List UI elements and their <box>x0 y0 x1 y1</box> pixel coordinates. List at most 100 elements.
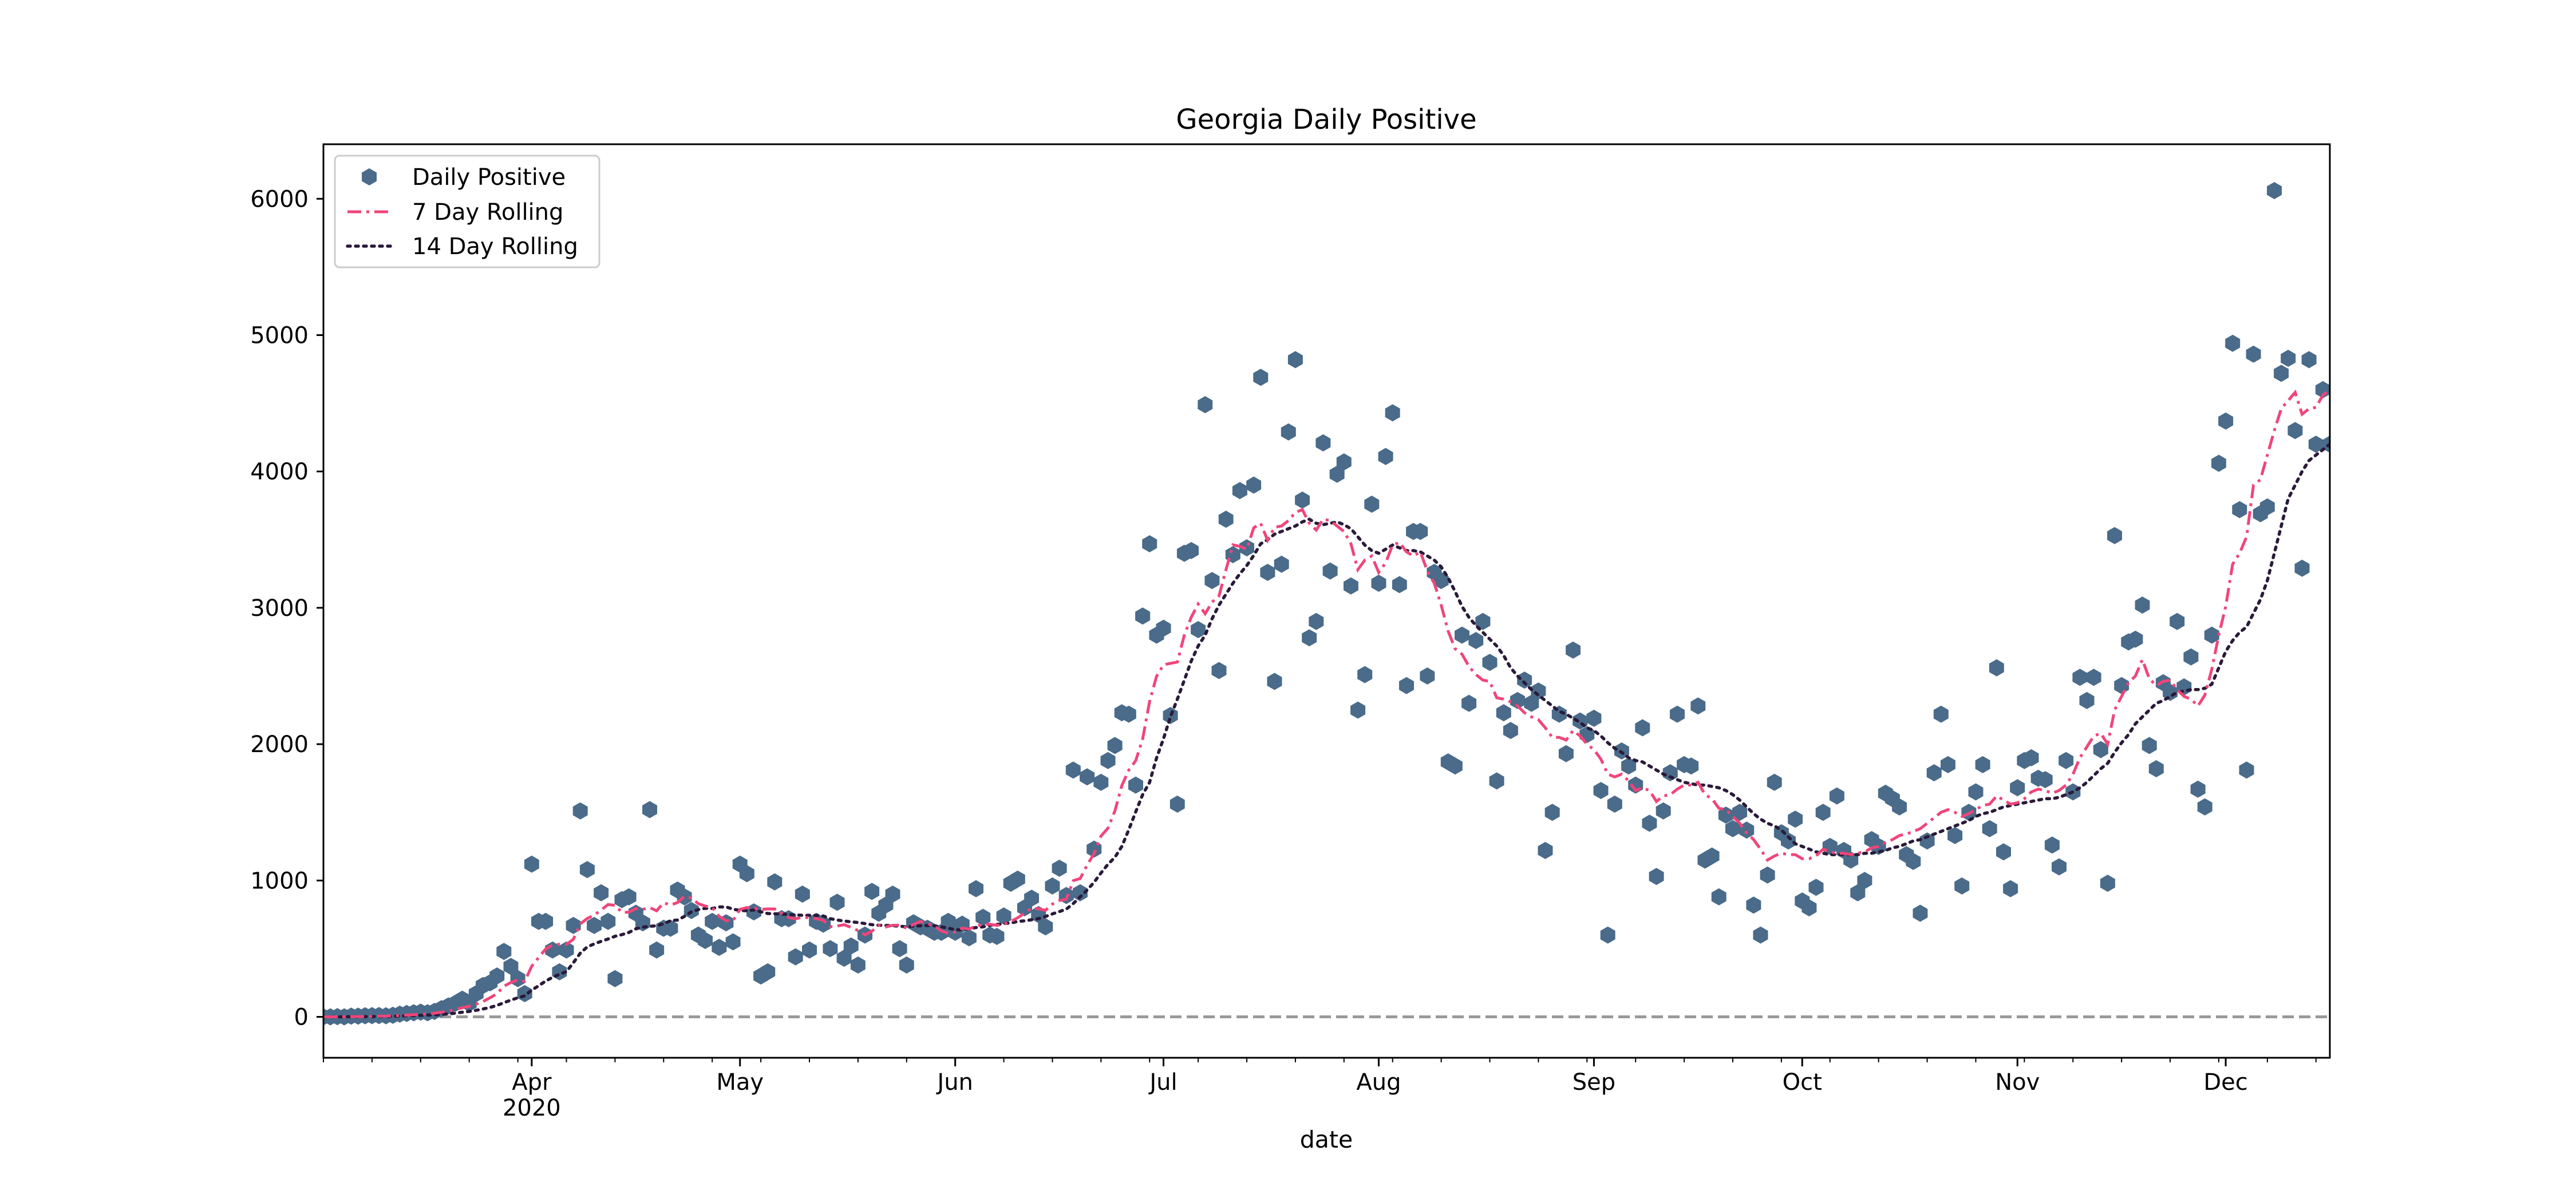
daily-positive-point <box>1253 369 1269 386</box>
daily-positive-point <box>829 893 845 911</box>
daily-positive-point <box>1315 434 1331 452</box>
daily-positive-point <box>1232 482 1247 500</box>
daily-positive-point <box>2072 669 2088 686</box>
daily-positive-point <box>572 802 588 820</box>
daily-positive-point <box>2239 761 2254 779</box>
daily-positive-point <box>2308 436 2324 453</box>
daily-positive-point <box>2301 351 2317 369</box>
daily-positive-point <box>1204 572 1220 590</box>
y-tick-label: 6000 <box>250 186 309 212</box>
daily-positive-point <box>1767 773 1782 791</box>
daily-positive-point <box>1080 768 1095 786</box>
daily-positive-point <box>2059 752 2074 769</box>
daily-positive-point <box>1267 673 1282 690</box>
daily-positive-point <box>1718 806 1733 824</box>
daily-positive-point <box>1121 705 1136 723</box>
daily-positive-point <box>1010 870 1025 888</box>
daily-positive-point <box>2163 683 2178 701</box>
daily-positive-point <box>1211 662 1227 679</box>
daily-positive-point <box>2218 412 2234 430</box>
daily-positive-point <box>1586 709 1602 727</box>
daily-positive-point <box>1544 804 1560 821</box>
daily-positive-point <box>2204 626 2219 644</box>
daily-positive-point <box>1850 884 1866 902</box>
daily-positive-point <box>1538 841 1553 859</box>
daily-positive-point <box>2044 836 2060 854</box>
y-tick-label: 3000 <box>250 595 309 622</box>
daily-positive-point <box>1170 795 1185 813</box>
daily-positive-point <box>843 937 859 955</box>
daily-positive-point <box>1941 756 1955 773</box>
daily-positive-point <box>1239 539 1254 557</box>
daily-positive-point <box>1364 495 1380 513</box>
daily-positive-point <box>489 967 505 985</box>
data-layer <box>323 182 2330 1026</box>
daily-positive-point <box>1482 654 1498 671</box>
daily-positive-point <box>1385 404 1400 422</box>
daily-positive-point <box>2148 760 2164 777</box>
daily-positive-point <box>1801 899 1817 916</box>
daily-positive-point <box>649 941 665 959</box>
daily-positive-point <box>2287 422 2303 440</box>
daily-positive-point <box>1503 722 1518 740</box>
daily-positive-point <box>864 883 880 900</box>
daily-positive-point <box>1344 577 1358 595</box>
daily-positive-point <box>517 985 532 1002</box>
daily-positive-point <box>1531 682 1546 700</box>
daily-positive-point <box>607 970 623 987</box>
rolling-14-line <box>323 442 2330 1019</box>
daily-positive-point <box>1600 926 1615 944</box>
daily-positive-point <box>1919 832 1935 850</box>
daily-positive-point <box>802 941 817 959</box>
daily-positive-point <box>1184 541 1199 559</box>
daily-positive-point <box>587 916 602 934</box>
daily-positive-point <box>2128 630 2143 648</box>
daily-positive-point <box>2281 350 2296 367</box>
x-axis-title: date <box>1300 1126 1353 1153</box>
daily-positive-point <box>1857 872 1872 889</box>
daily-positive-point <box>1933 705 1949 723</box>
x-tick-label: Jun <box>935 1069 973 1096</box>
daily-positive-point <box>1524 694 1539 712</box>
daily-positive-point <box>1246 476 1262 494</box>
daily-positive-point <box>1593 782 1609 800</box>
daily-positive-point <box>788 948 803 966</box>
x-tick-label: Oct <box>1783 1069 1822 1096</box>
daily-positive-point <box>496 943 512 960</box>
daily-positive-point <box>1260 564 1275 581</box>
daily-positive-point <box>2170 612 2185 630</box>
rolling-7-line <box>323 388 2330 1018</box>
daily-positive-point <box>2086 669 2101 686</box>
chart-title: Georgia Daily Positive <box>1176 104 1476 136</box>
daily-positive-point <box>1732 804 1748 821</box>
daily-positive-point <box>2100 875 2115 892</box>
daily-positive-point <box>1954 877 1970 895</box>
daily-positive-point <box>1302 629 1317 647</box>
daily-positive-point <box>1281 423 1296 441</box>
legend-label: Daily Positive <box>412 164 566 191</box>
daily-positive-point <box>1649 868 1664 885</box>
daily-positive-point <box>2211 454 2226 472</box>
daily-positive-point <box>594 884 609 902</box>
daily-positive-point <box>1024 889 1039 907</box>
daily-positive-point <box>579 861 595 879</box>
daily-positive-point <box>1642 814 1657 832</box>
daily-positive-point <box>1947 827 1963 844</box>
daily-positive-point <box>1420 667 1435 685</box>
daily-positive-point <box>1455 626 1469 644</box>
daily-positive-point <box>1725 820 1740 837</box>
daily-positive-point <box>1357 666 1373 683</box>
y-tick-label: 0 <box>294 1005 309 1031</box>
daily-positive-point <box>1433 572 1449 590</box>
daily-positive-point <box>1656 802 1671 820</box>
daily-positive-point <box>705 912 720 930</box>
daily-positive-point <box>1746 896 1761 914</box>
daily-positive-point <box>760 963 776 980</box>
daily-positive-point <box>1989 659 2004 677</box>
daily-positive-point <box>1295 491 1310 509</box>
daily-positive-point <box>2259 498 2275 516</box>
daily-positive-point <box>1447 757 1463 775</box>
daily-positive-point <box>2267 182 2282 199</box>
x-tick-label: Apr <box>512 1069 552 1096</box>
